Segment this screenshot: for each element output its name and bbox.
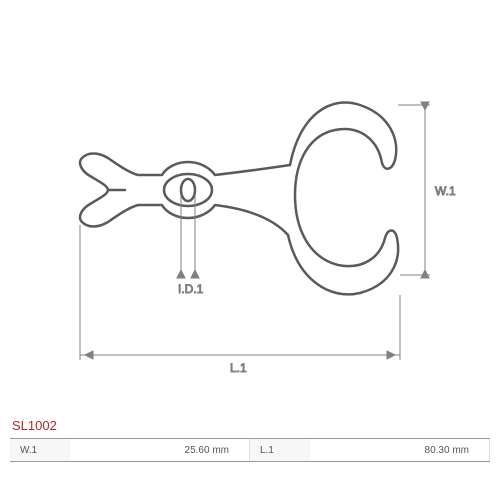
spec-value-l1: 80.30 mm [310,439,490,461]
spec-label-w1: W.1 [10,439,70,461]
technical-drawing: I.D.1 L.1 W.1 [0,0,500,430]
spec-table: W.1 25.60 mm L.1 80.30 mm [10,438,490,462]
dimensions: I.D.1 L.1 W.1 [80,102,456,375]
spec-value-w1: 25.60 mm [70,439,250,461]
dim-label-w1: W.1 [435,184,456,198]
part-outline [80,103,398,295]
dim-label-id1: I.D.1 [178,282,204,296]
dim-label-l1: L.1 [230,361,247,375]
spec-label-l1: L.1 [250,439,310,461]
part-code: SL1002 [12,418,57,433]
page: I.D.1 L.1 W.1 SL1002 W.1 25.60 mm L.1 80… [0,0,500,500]
